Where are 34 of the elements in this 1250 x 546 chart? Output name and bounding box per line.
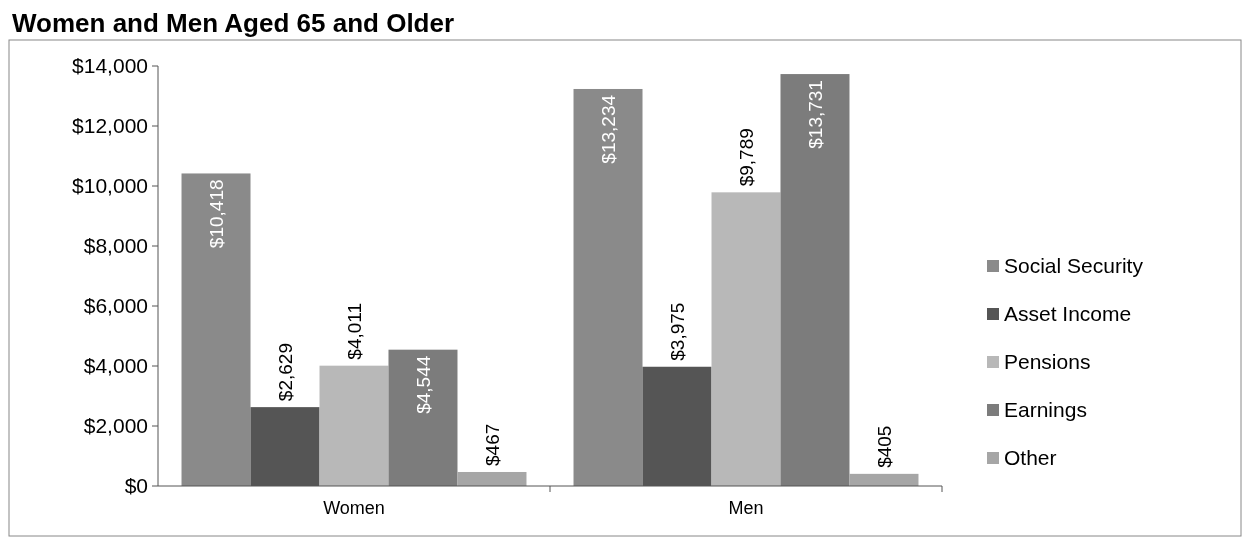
legend-label: Pensions [1004, 350, 1091, 374]
y-tick-label: $10,000 [72, 174, 148, 198]
bar [573, 88, 643, 486]
bar [388, 349, 458, 486]
data-label: $13,731 [804, 80, 826, 149]
legend-label: Earnings [1004, 398, 1087, 422]
data-label: $4,544 [412, 355, 434, 414]
bar [711, 192, 781, 486]
chart-title: Women and Men Aged 65 and Older [12, 8, 455, 38]
data-label: $2,629 [275, 343, 297, 402]
y-tick-label: $8,000 [83, 234, 148, 258]
data-label: $405 [873, 425, 895, 468]
y-tick-label: $0 [124, 474, 148, 498]
data-label: $10,418 [206, 179, 228, 249]
x-tick-label: Women [323, 498, 385, 518]
bar [181, 173, 251, 486]
data-label: $467 [481, 423, 503, 466]
x-tick-label: Men [728, 498, 764, 518]
y-tick-label: $4,000 [83, 354, 148, 378]
data-label: $13,234 [598, 94, 620, 164]
y-tick-label: $6,000 [83, 294, 148, 318]
data-label: $4,011 [344, 302, 365, 360]
legend-label: Social Security [1004, 254, 1144, 278]
bar [457, 471, 527, 486]
legend-label: Other [1004, 446, 1057, 470]
bar [849, 473, 919, 486]
bar [319, 365, 389, 486]
y-tick-label: $14,000 [72, 54, 148, 78]
y-tick-label: $12,000 [72, 114, 148, 138]
y-tick-label: $2,000 [83, 414, 148, 438]
data-label: $9,789 [736, 128, 757, 187]
bar [780, 74, 850, 486]
legend-label: Asset Income [1004, 302, 1132, 326]
data-label: $3,975 [667, 302, 689, 361]
